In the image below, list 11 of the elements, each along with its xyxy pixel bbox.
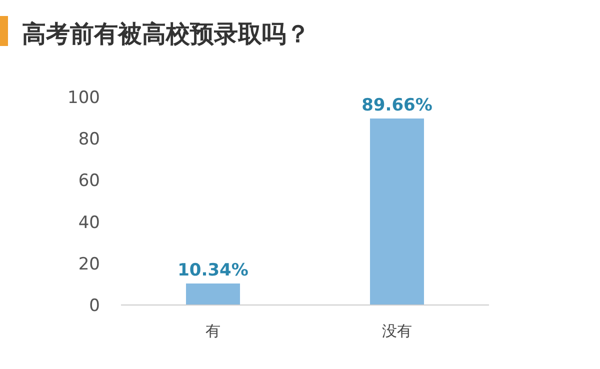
data-label: 89.66% xyxy=(362,96,432,116)
y-tick-label: 100 xyxy=(68,88,100,108)
y-tick-label: 0 xyxy=(89,296,100,316)
chart-title: 高考前有被高校预录取吗？ xyxy=(22,20,310,48)
y-tick-label: 40 xyxy=(78,212,100,233)
y-tick-label: 80 xyxy=(78,130,100,150)
x-tick-label: 没有 xyxy=(382,322,412,340)
y-tick-label: 60 xyxy=(78,171,100,192)
data-label: 10.34% xyxy=(178,260,248,280)
y-tick-label: 20 xyxy=(78,254,100,274)
x-tick-label: 有 xyxy=(206,322,220,340)
